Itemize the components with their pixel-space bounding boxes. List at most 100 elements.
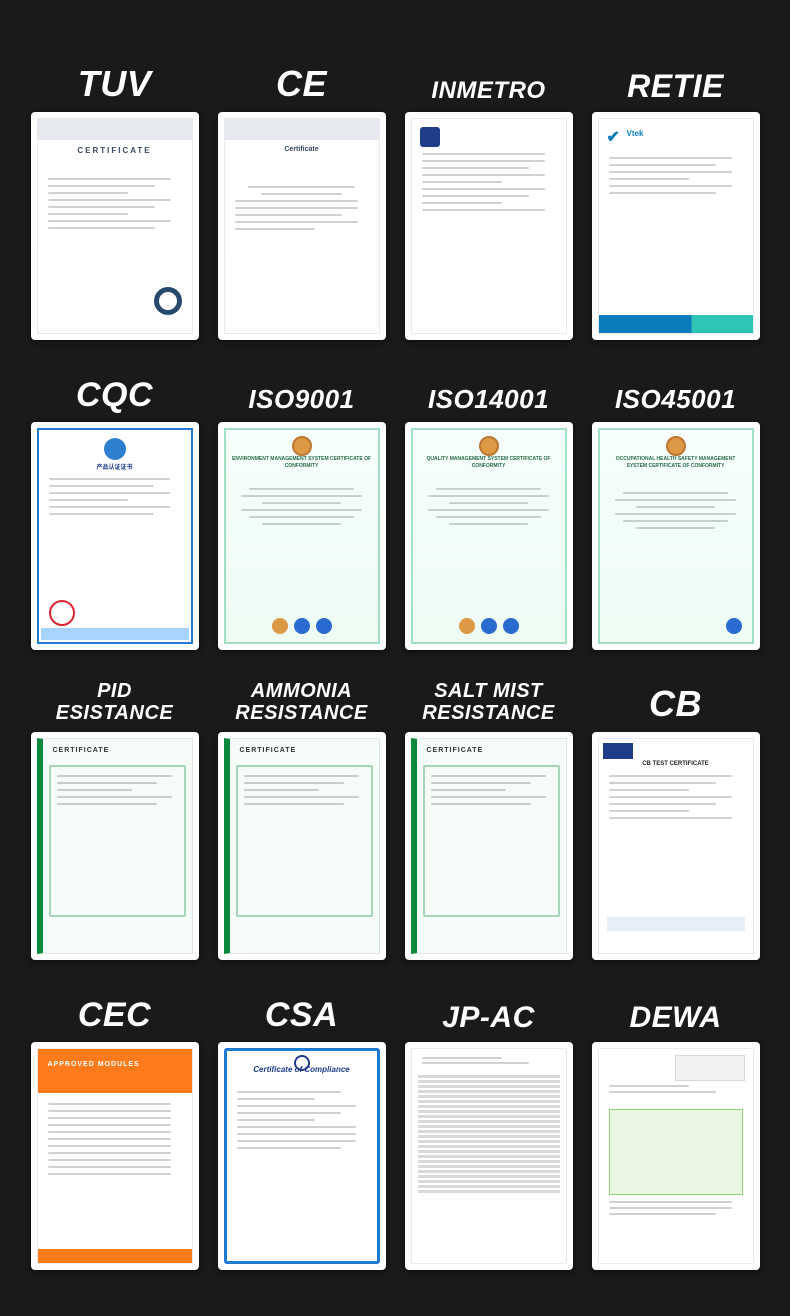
cert-title: Certificate [225, 146, 379, 153]
text-lines [609, 1085, 743, 1093]
cert-inner [598, 1048, 754, 1264]
cert-label: JP-AC [442, 990, 535, 1034]
cert-label: CSA [265, 990, 338, 1034]
cert-title: ENVIRONMENT MANAGEMENT SYSTEM CERTIFICAT… [232, 456, 372, 469]
text-lines [48, 1103, 182, 1175]
cert-dewa: DEWA [589, 990, 762, 1270]
text-lines [244, 775, 369, 805]
cert-inner: QUALITY MANAGEMENT SYSTEM CERTIFICATE OF… [411, 428, 567, 644]
cert-pid: PID ESISTANCE CERTIFICATE [28, 680, 201, 960]
cert-inner: CB TEST CERTIFICATE [598, 738, 754, 954]
text-lines [609, 1201, 743, 1215]
text-lines [235, 186, 369, 230]
text-lines [422, 1057, 556, 1064]
text-lines [237, 1091, 367, 1149]
cert-card: Certificate [218, 112, 386, 340]
certificate-grid: TUV CERTIFICATE CE Certificate INMETRO [28, 60, 762, 1270]
cert-title: CERTIFICATE [38, 146, 192, 155]
cert-card [405, 112, 573, 340]
cert-card: CERTIFICATE [31, 112, 199, 340]
data-table [418, 1075, 560, 1247]
cert-inner: OCCUPATIONAL HEALTH SAFETY MANAGEMENT SY… [598, 428, 754, 644]
seal-icon [600, 436, 752, 456]
cert-tuv: TUV CERTIFICATE [28, 60, 201, 340]
cert-cec: CEC APPROVED MODULES [28, 990, 201, 1270]
cert-iso14001: ISO14001 QUALITY MANAGEMENT SYSTEM CERTI… [402, 370, 575, 650]
cert-card: CERTIFICATE [218, 732, 386, 960]
cert-retie: RETIE ✔ Vtek [589, 60, 762, 340]
cert-title: APPROVED MODULES [48, 1061, 140, 1068]
text-lines [431, 775, 556, 805]
cert-title: CERTIFICATE [427, 747, 484, 754]
check-icon: ✔ [607, 127, 620, 147]
footer-strip [607, 917, 745, 931]
cert-title: OCCUPATIONAL HEALTH SAFETY MANAGEMENT SY… [606, 456, 746, 469]
cert-card: OCCUPATIONAL HEALTH SAFETY MANAGEMENT SY… [592, 422, 760, 650]
cert-card: APPROVED MODULES [31, 1042, 199, 1270]
logo-icon [603, 743, 633, 759]
cert-inner: CERTIFICATE [411, 738, 567, 954]
cert-label: INMETRO [431, 60, 545, 104]
cert-title: CB TEST CERTIFICATE [599, 761, 753, 767]
cert-title: Certificate of Compliance [227, 1065, 377, 1074]
footer-strip [599, 315, 753, 333]
cert-inner [411, 118, 567, 334]
cert-label: RETIE [627, 60, 724, 104]
cert-inner: CERTIFICATE [37, 738, 193, 954]
cert-card: Certificate of Compliance [218, 1042, 386, 1270]
cert-csa: CSA Certificate of Compliance [215, 990, 388, 1270]
text-lines [609, 775, 743, 819]
cert-label: SALT MIST RESISTANCE [422, 680, 554, 724]
cert-inner: ENVIRONMENT MANAGEMENT SYSTEM CERTIFICAT… [224, 428, 380, 644]
cert-inner: APPROVED MODULES [37, 1048, 193, 1264]
cert-label: AMMONIA RESISTANCE [235, 680, 367, 724]
badge-row [226, 618, 378, 634]
cert-card: CB TEST CERTIFICATE [592, 732, 760, 960]
cert-label: ISO9001 [248, 370, 354, 414]
cert-label: TUV [78, 60, 152, 104]
cert-cb: CB CB TEST CERTIFICATE [589, 680, 762, 960]
seal-icon [226, 436, 378, 456]
cert-card: CERTIFICATE [405, 732, 573, 960]
text-lines [422, 153, 556, 211]
cert-inner: Certificate [224, 118, 380, 334]
footer-strip [41, 628, 189, 640]
cert-cqc: CQC 产品认证证书 [28, 370, 201, 650]
cert-saltmist: SALT MIST RESISTANCE CERTIFICATE [402, 680, 575, 960]
cert-label: DEWA [630, 990, 722, 1034]
cert-inner: CERTIFICATE [37, 118, 193, 334]
cert-card: QUALITY MANAGEMENT SYSTEM CERTIFICATE OF… [405, 422, 573, 650]
cert-ce: CE Certificate [215, 60, 388, 340]
seal-icon [413, 436, 565, 456]
cert-card: ✔ Vtek [592, 112, 760, 340]
cert-label: ISO14001 [428, 370, 549, 414]
badge-row [413, 618, 565, 634]
cert-label: CB [649, 680, 702, 724]
cert-card: ENVIRONMENT MANAGEMENT SYSTEM CERTIFICAT… [218, 422, 386, 650]
footer-strip [38, 1249, 192, 1263]
table-box [609, 1109, 743, 1195]
cert-card: CERTIFICATE [31, 732, 199, 960]
cert-inner: ✔ Vtek [598, 118, 754, 334]
cert-inner: Certificate of Compliance [224, 1048, 380, 1264]
cert-label: CQC [76, 370, 153, 414]
cert-card [405, 1042, 573, 1270]
text-lines [609, 157, 743, 194]
cert-title: QUALITY MANAGEMENT SYSTEM CERTIFICATE OF… [419, 456, 559, 469]
cert-label: PID ESISTANCE [56, 680, 173, 724]
cert-title: CERTIFICATE [53, 747, 110, 754]
cert-inner: 产品认证证书 [37, 428, 193, 644]
badge-row [600, 618, 752, 634]
text-lines [57, 775, 182, 805]
text-lines [48, 178, 182, 229]
cert-label: CE [276, 60, 327, 104]
cert-inner: CERTIFICATE [224, 738, 380, 954]
cert-title: 产品认证证书 [39, 462, 191, 471]
header-box [675, 1055, 745, 1081]
cert-card [592, 1042, 760, 1270]
cert-iso9001: ISO9001 ENVIRONMENT MANAGEMENT SYSTEM CE… [215, 370, 388, 650]
seal-icon [49, 600, 75, 626]
cert-card: 产品认证证书 [31, 422, 199, 650]
cert-label: CEC [78, 990, 151, 1034]
cert-inmetro: INMETRO [402, 60, 575, 340]
